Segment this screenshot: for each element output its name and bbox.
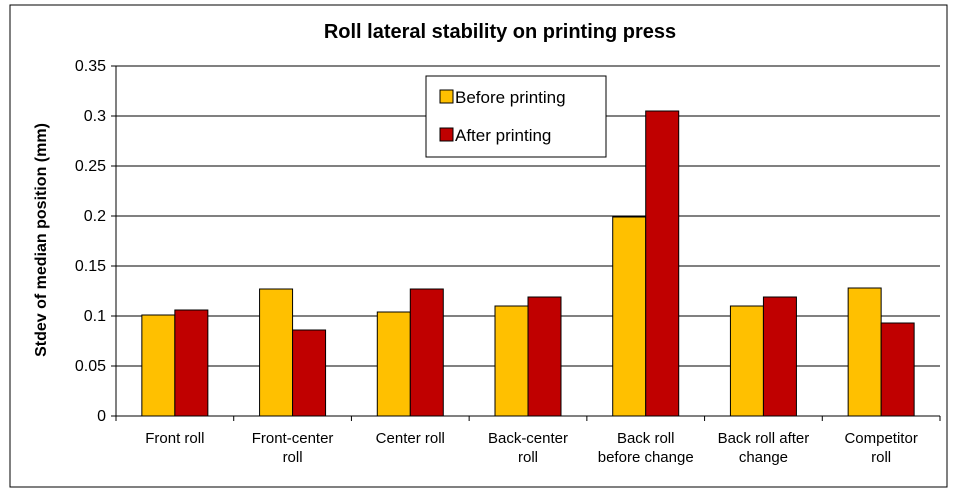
legend-box — [425, 75, 607, 158]
y-tick-label: 0.25 — [75, 158, 106, 175]
bar-before-printing — [612, 216, 647, 417]
bar-before-printing — [141, 314, 176, 417]
bar-after-printing — [880, 322, 915, 417]
bar-before-printing — [847, 287, 882, 417]
bar-after-printing — [527, 296, 562, 417]
y-tick-label: 0.05 — [75, 358, 106, 375]
x-category-label: Front roll — [145, 430, 204, 447]
legend-label: Before printing — [455, 88, 566, 107]
bar-after-printing — [409, 288, 444, 417]
bar-after-printing — [762, 296, 797, 417]
x-category-label: roll — [283, 449, 303, 466]
x-category-label: roll — [871, 449, 891, 466]
x-category-label: Competitor — [844, 430, 917, 447]
bar-before-printing — [729, 305, 764, 417]
bars — [141, 110, 915, 417]
x-category-label: Back-center — [488, 430, 568, 447]
x-category-label: Back roll after — [718, 430, 810, 447]
axes — [111, 65, 941, 421]
bar-after-printing — [292, 329, 327, 417]
y-tick-label: 0.35 — [75, 58, 106, 75]
bar-before-printing — [259, 288, 294, 417]
chart-title: Roll lateral stability on printing press — [324, 21, 676, 43]
x-category-labels: Front roll Front-center roll Center roll Bac… — [145, 430, 918, 466]
legend: Before printing After printing — [425, 75, 607, 158]
x-category-label: Center roll — [376, 430, 445, 447]
x-category-label: change — [739, 449, 788, 466]
y-tick-labels: 0 0.05 0.1 0.15 0.2 0.25 0.3 0.35 — [75, 58, 106, 425]
y-tick-label: 0.15 — [75, 258, 106, 275]
y-tick-label: 0 — [97, 408, 106, 425]
legend-swatch — [439, 127, 454, 142]
bar-before-printing — [494, 305, 529, 417]
x-category-label: before change — [598, 449, 694, 466]
legend-label: After printing — [455, 126, 551, 145]
y-tick-label: 0.3 — [84, 108, 106, 125]
x-category-label: roll — [518, 449, 538, 466]
bar-after-printing — [174, 309, 209, 417]
x-category-label: Back roll — [617, 430, 675, 447]
y-tick-label: 0.1 — [84, 308, 106, 325]
y-axis-label: Stdev of median position (mm) — [33, 123, 50, 357]
bar-after-printing — [645, 110, 680, 417]
y-tick-label: 0.2 — [84, 208, 106, 225]
legend-swatch — [439, 89, 454, 104]
x-category-label: Front-center — [252, 430, 334, 447]
bar-before-printing — [376, 311, 411, 417]
